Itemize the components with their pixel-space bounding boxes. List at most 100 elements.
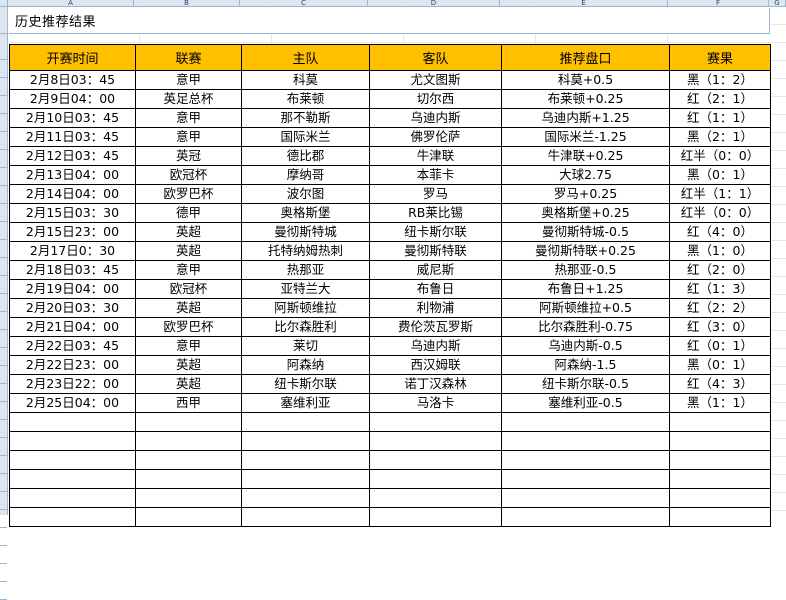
away-team[interactable]: 乌迪内斯: [369, 108, 502, 128]
home-team[interactable]: 曼彻斯特城: [241, 222, 370, 242]
column-header-g[interactable]: G: [769, 0, 786, 6]
row-header-cell[interactable]: [0, 7, 7, 34]
empty-cell[interactable]: [369, 488, 502, 508]
row-header-cell[interactable]: [0, 312, 7, 330]
row-header-cell[interactable]: [0, 528, 7, 546]
row-header-cell[interactable]: [0, 34, 7, 60]
away-team[interactable]: 切尔西: [369, 89, 502, 109]
empty-cell[interactable]: [241, 412, 370, 432]
away-team[interactable]: 尤文图斯: [369, 70, 502, 90]
match-result[interactable]: 红半（0：0）: [669, 203, 771, 223]
recommended-handicap[interactable]: 国际米兰-1.25: [501, 127, 670, 147]
match-time[interactable]: 2月8日03：45: [9, 70, 136, 90]
match-time[interactable]: 2月15日23：00: [9, 222, 136, 242]
match-time[interactable]: 2月22日23：00: [9, 355, 136, 375]
away-team[interactable]: RB莱比锡: [369, 203, 502, 223]
away-team[interactable]: 西汉姆联: [369, 355, 502, 375]
match-result[interactable]: 黑（0：1）: [669, 355, 771, 375]
recommended-handicap[interactable]: 阿森纳-1.5: [501, 355, 670, 375]
table-row[interactable]: 2月25日04：00 西甲 塞维利亚 马洛卡 塞维利亚-0.5 黑（1：1）: [9, 393, 771, 413]
table-row-empty[interactable]: [9, 469, 771, 489]
row-header-cell[interactable]: [0, 78, 7, 96]
empty-cell[interactable]: [369, 412, 502, 432]
empty-cell[interactable]: [241, 431, 370, 451]
home-team[interactable]: 德比郡: [241, 146, 370, 166]
row-header-cell[interactable]: [0, 60, 7, 78]
away-team[interactable]: 牛津联: [369, 146, 502, 166]
match-result[interactable]: 红（1：3）: [669, 279, 771, 299]
empty-cell[interactable]: [369, 450, 502, 470]
league-name[interactable]: 欧冠杯: [135, 279, 242, 299]
table-row-empty[interactable]: [9, 412, 771, 432]
match-time[interactable]: 2月18日03：45: [9, 260, 136, 280]
empty-cell[interactable]: [9, 507, 136, 527]
league-name[interactable]: 欧罗巴杯: [135, 317, 242, 337]
empty-cell[interactable]: [369, 431, 502, 451]
empty-cell[interactable]: [501, 469, 670, 489]
table-row[interactable]: 2月21日04：00 欧罗巴杯 比尔森胜利 费伦茨瓦罗斯 比尔森胜利-0.75 红（3：0…: [9, 317, 771, 337]
column-header-f[interactable]: F: [668, 0, 769, 6]
table-row-empty[interactable]: [9, 507, 771, 527]
column-header-d[interactable]: D: [368, 0, 500, 6]
empty-cell[interactable]: [9, 488, 136, 508]
empty-cell[interactable]: [9, 469, 136, 489]
empty-cell[interactable]: [241, 469, 370, 489]
recommended-handicap[interactable]: 曼彻斯特城-0.5: [501, 222, 670, 242]
table-row-empty[interactable]: [9, 488, 771, 508]
table-row-empty[interactable]: [9, 431, 771, 451]
league-name[interactable]: 欧冠杯: [135, 165, 242, 185]
home-team[interactable]: 科莫: [241, 70, 370, 90]
match-time[interactable]: 2月14日04：00: [9, 184, 136, 204]
empty-cell[interactable]: [501, 450, 670, 470]
recommended-handicap[interactable]: 热那亚-0.5: [501, 260, 670, 280]
row-header-cell[interactable]: [0, 204, 7, 222]
row-header-gutter[interactable]: [0, 7, 8, 600]
empty-cell[interactable]: [369, 507, 502, 527]
table-row-empty[interactable]: [9, 450, 771, 470]
match-time[interactable]: 2月11日03：45: [9, 127, 136, 147]
match-result[interactable]: 红（0：1）: [669, 336, 771, 356]
empty-cell[interactable]: [669, 450, 771, 470]
away-team[interactable]: 曼彻斯特联: [369, 241, 502, 261]
recommended-handicap[interactable]: 纽卡斯尔联-0.5: [501, 374, 670, 394]
away-team[interactable]: 诺丁汉森林: [369, 374, 502, 394]
sheet-title-cell[interactable]: 历史推荐结果: [9, 8, 770, 34]
away-team[interactable]: 马洛卡: [369, 393, 502, 413]
table-row[interactable]: 2月13日04：00 欧冠杯 摩纳哥 本菲卡 大球2.75 黑（0：1）: [9, 165, 771, 185]
column-header-a[interactable]: A: [8, 0, 134, 6]
empty-cell[interactable]: [669, 412, 771, 432]
table-row[interactable]: 2月20日03：30 英超 阿斯顿维拉 利物浦 阿斯顿维拉+0.5 红（2：2）: [9, 298, 771, 318]
league-name[interactable]: 意甲: [135, 108, 242, 128]
recommended-handicap[interactable]: 罗马+0.25: [501, 184, 670, 204]
recommended-handicap[interactable]: 阿斯顿维拉+0.5: [501, 298, 670, 318]
match-time[interactable]: 2月9日04：00: [9, 89, 136, 109]
table-row[interactable]: 2月22日23：00 英超 阿森纳 西汉姆联 阿森纳-1.5 黑（0：1）: [9, 355, 771, 375]
empty-cell[interactable]: [241, 488, 370, 508]
row-header-cell[interactable]: [0, 114, 7, 132]
row-header-cell[interactable]: [0, 294, 7, 312]
row-header-cell[interactable]: [0, 168, 7, 186]
empty-cell[interactable]: [241, 450, 370, 470]
row-header-cell[interactable]: [0, 402, 7, 420]
match-time[interactable]: 2月12日03：45: [9, 146, 136, 166]
empty-cell[interactable]: [135, 431, 242, 451]
match-result[interactable]: 红（2：1）: [669, 89, 771, 109]
table-row[interactable]: 2月11日03：45 意甲 国际米兰 佛罗伦萨 国际米兰-1.25 黑（2：1）: [9, 127, 771, 147]
match-result[interactable]: 红半（0：0）: [669, 146, 771, 166]
table-row[interactable]: 2月8日03：45 意甲 科莫 尤文图斯 科莫+0.5 黑（1：2）: [9, 70, 771, 90]
table-row[interactable]: 2月23日22：00 英超 纽卡斯尔联 诺丁汉森林 纽卡斯尔联-0.5 红（4：3）: [9, 374, 771, 394]
home-team[interactable]: 亚特兰大: [241, 279, 370, 299]
match-time[interactable]: 2月13日04：00: [9, 165, 136, 185]
row-header-cell[interactable]: [0, 474, 7, 492]
home-team[interactable]: 阿森纳: [241, 355, 370, 375]
home-team[interactable]: 布莱顿: [241, 89, 370, 109]
empty-cell[interactable]: [501, 431, 670, 451]
match-result[interactable]: 红（4：3）: [669, 374, 771, 394]
table-row[interactable]: 2月18日03：45 意甲 热那亚 威尼斯 热那亚-0.5 红（2：0）: [9, 260, 771, 280]
match-result[interactable]: 黑（1：2）: [669, 70, 771, 90]
empty-cell[interactable]: [369, 469, 502, 489]
match-result[interactable]: 黑（1：1）: [669, 393, 771, 413]
table-row[interactable]: 2月15日23：00 英超 曼彻斯特城 纽卡斯尔联 曼彻斯特城-0.5 红（4：0）: [9, 222, 771, 242]
away-team[interactable]: 本菲卡: [369, 165, 502, 185]
table-row[interactable]: 2月17日0：30 英超 托特纳姆热刺 曼彻斯特联 曼彻斯特联+0.25 黑（1：0）: [9, 241, 771, 261]
